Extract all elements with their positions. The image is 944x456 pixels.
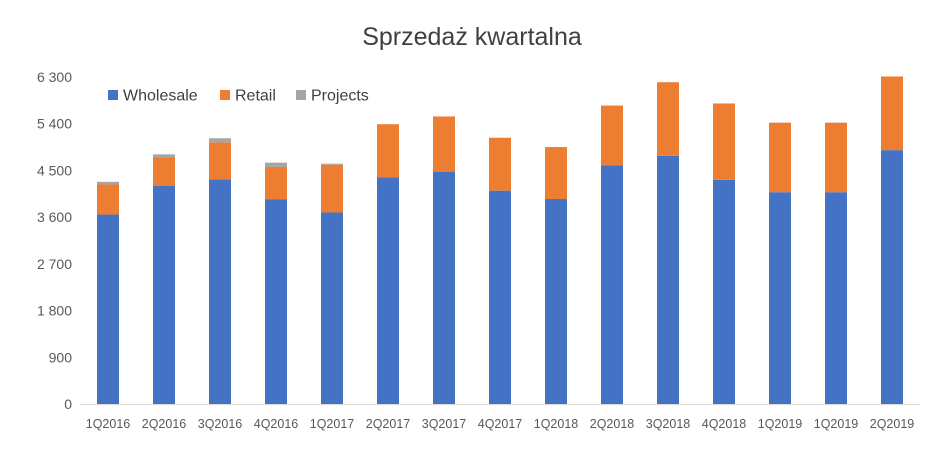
bar-retail-2q2016 <box>153 157 175 186</box>
y-tick-label: 2 700 <box>37 256 72 272</box>
bar-wholesale-1q2016 <box>97 214 119 404</box>
y-axis: 0 900 1 800 2 700 3 600 4 500 5 400 6 300 <box>37 69 72 412</box>
legend: Wholesale Retail Projects <box>108 88 369 105</box>
x-tick-label: 4Q2017 <box>478 417 523 431</box>
x-tick-label: 1Q2017 <box>310 417 355 431</box>
bar-wholesale-3q2016 <box>209 179 231 404</box>
bar-retail-4q2016 <box>265 166 287 200</box>
legend-label-wholesale: Wholesale <box>123 88 198 105</box>
y-tick-label: 900 <box>49 349 73 365</box>
bar-wholesale-2q2016 <box>153 186 175 404</box>
x-tick-label: 2Q2018 <box>590 417 635 431</box>
bars-group <box>97 76 903 404</box>
bar-retail-1q2016 <box>97 184 119 215</box>
bar-wholesale-2q2019 <box>881 150 903 404</box>
y-tick-label: 3 600 <box>37 209 72 225</box>
bar-wholesale-4q2017 <box>489 190 511 404</box>
x-tick-label: 1Q2018 <box>534 417 579 431</box>
bar-wholesale-4q2016 <box>265 199 287 404</box>
bar-projects-3q2016 <box>209 138 231 143</box>
x-tick-label: 4Q2016 <box>254 417 299 431</box>
x-tick-label: 4Q2018 <box>702 417 747 431</box>
bar-retail-1q2017 <box>321 164 343 213</box>
bar-retail-1q2019 <box>825 122 847 193</box>
legend-label-projects: Projects <box>311 88 369 105</box>
bar-projects-4q2016 <box>265 162 287 167</box>
x-axis: 1Q2016 2Q2016 3Q2016 4Q2016 1Q2017 2Q2017 3Q20… <box>80 404 920 431</box>
y-tick-label: 1 800 <box>37 303 72 319</box>
legend-swatch-wholesale <box>108 90 118 100</box>
x-tick-label: 1Q2019 <box>758 417 803 431</box>
bar-projects-1q2016 <box>97 181 119 185</box>
bar-wholesale-2q2018 <box>601 165 623 404</box>
bar-wholesale-1q2017 <box>321 212 343 404</box>
x-tick-label: 1Q2016 <box>86 417 131 431</box>
x-tick-label: 1Q2019 <box>814 417 859 431</box>
bar-wholesale-4q2018 <box>713 179 735 404</box>
x-tick-label: 3Q2017 <box>422 417 467 431</box>
x-tick-label: 2Q2016 <box>142 417 187 431</box>
bar-retail-4q2018 <box>713 103 735 180</box>
bar-wholesale-3q2017 <box>433 171 455 404</box>
chart-title: Sprzedaż kwartalna <box>362 23 582 51</box>
bar-wholesale-3q2018 <box>657 155 679 404</box>
bar-projects-1q2017 <box>321 163 343 165</box>
x-tick-label: 2Q2019 <box>870 417 915 431</box>
legend-label-retail: Retail <box>235 88 276 105</box>
bar-retail-2q2018 <box>601 105 623 166</box>
bar-retail-3q2018 <box>657 82 679 156</box>
bar-wholesale-1q2019 <box>825 192 847 404</box>
bar-retail-3q2016 <box>209 142 231 180</box>
y-tick-label: 6 300 <box>37 69 72 85</box>
bar-retail-1q2019 <box>769 122 791 193</box>
bar-retail-1q2018 <box>545 147 567 199</box>
legend-swatch-projects <box>296 90 306 100</box>
bar-projects-2q2016 <box>153 154 175 158</box>
bar-wholesale-1q2018 <box>545 198 567 404</box>
bar-retail-2q2017 <box>377 124 399 178</box>
y-tick-label: 4 500 <box>37 162 72 178</box>
bar-wholesale-1q2019 <box>769 192 791 404</box>
bar-retail-3q2017 <box>433 116 455 172</box>
y-tick-label: 0 <box>64 396 72 412</box>
x-tick-label: 3Q2016 <box>198 417 243 431</box>
x-tick-label: 2Q2017 <box>366 417 411 431</box>
x-tick-label: 3Q2018 <box>646 417 691 431</box>
legend-swatch-retail <box>220 90 230 100</box>
bar-retail-2q2019 <box>881 76 903 151</box>
y-tick-label: 5 400 <box>37 116 72 132</box>
bar-wholesale-2q2017 <box>377 177 399 404</box>
bar-retail-4q2017 <box>489 137 511 191</box>
